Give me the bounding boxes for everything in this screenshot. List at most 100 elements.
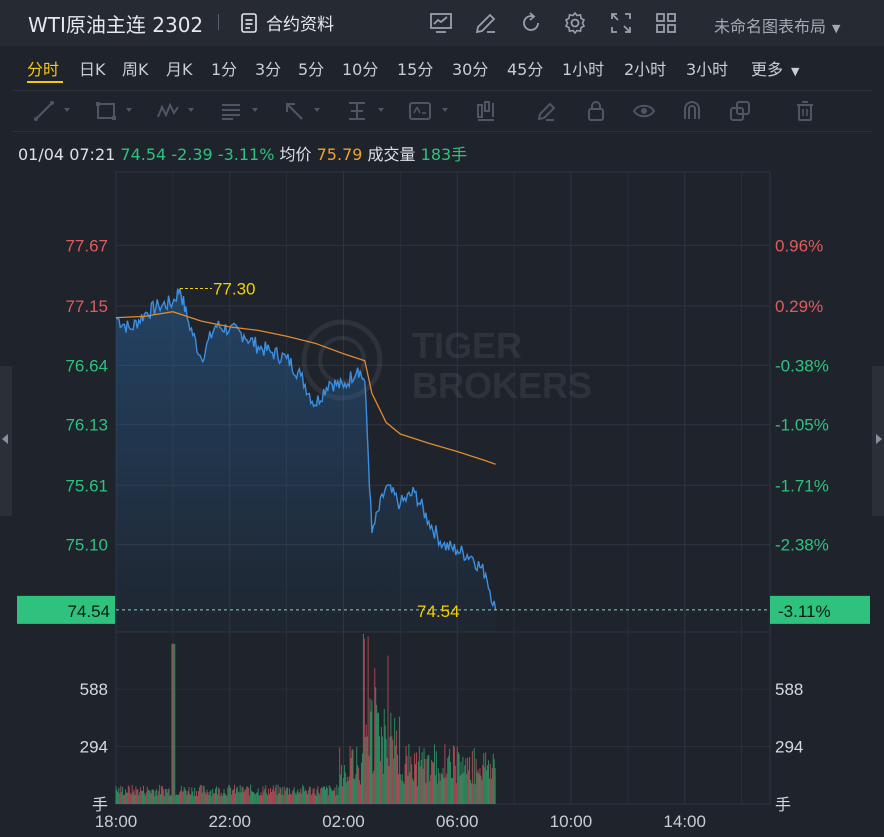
gear-icon[interactable] — [562, 10, 588, 36]
chevron-down-icon[interactable] — [188, 108, 194, 112]
tab-day-k[interactable]: 日K — [79, 60, 106, 79]
contract-title[interactable]: WTI原油主连 2302 — [28, 13, 204, 37]
wave-icon[interactable] — [156, 99, 180, 123]
chevron-down-icon[interactable] — [442, 108, 448, 112]
right-panel-toggle[interactable] — [872, 366, 884, 516]
title-bar: WTI原油主连 2302 合约资料 — [0, 0, 884, 46]
text-label-icon[interactable] — [408, 99, 432, 123]
price-area — [116, 288, 496, 632]
tab-1min[interactable]: 1分 — [211, 60, 238, 79]
avg-price-label: 均价 — [279, 145, 312, 164]
pencil-icon[interactable] — [473, 10, 499, 36]
x-tick-label: 14:00 — [663, 812, 706, 831]
x-tick-label: 22:00 — [208, 812, 251, 831]
current-pct-box — [770, 595, 870, 624]
tab-timeshare[interactable]: 分时 — [27, 60, 60, 79]
chevron-down-icon[interactable] — [126, 108, 132, 112]
watermark: TIGER BROKERS — [301, 319, 592, 406]
watermark-line1: TIGER — [412, 325, 522, 366]
tab-10min[interactable]: 10分 — [342, 60, 379, 79]
brush-icon[interactable] — [534, 99, 558, 123]
volume-unit-label: 手 — [775, 796, 791, 814]
price-line — [115, 288, 497, 611]
eye-icon[interactable] — [632, 99, 656, 123]
tab-2hour[interactable]: 2小时 — [624, 60, 667, 79]
copy-icon[interactable] — [728, 99, 752, 123]
tab-more[interactable]: 更多 ▼ — [751, 56, 799, 80]
chevron-left-icon — [2, 434, 8, 444]
chevron-down-icon: ▼ — [832, 22, 841, 35]
current-price-box — [17, 595, 115, 624]
measure-icon[interactable] — [345, 99, 369, 123]
arrow-icon[interactable] — [282, 99, 306, 123]
price-layer: 77.30 74.54 -3.11% 74.54 — [17, 279, 870, 632]
quote-info-line: 01/04 07:21 74.54 -2.39 -3.11% 均价 75.79 … — [18, 141, 467, 165]
y-pct-tick-label: -1.71% — [775, 476, 829, 495]
volume-bars — [115, 633, 496, 804]
volume-tick-label: 294 — [775, 738, 803, 757]
title-divider — [218, 14, 219, 30]
contract-info-button[interactable]: 合约资料 — [240, 10, 334, 35]
volume-tick-label: 588 — [80, 680, 108, 699]
trash-icon[interactable] — [793, 99, 817, 123]
quote-change-pct: -3.11% — [217, 145, 275, 164]
layout-name: 未命名图表布局 — [714, 17, 827, 36]
lock-icon[interactable] — [584, 99, 608, 123]
grid-icon[interactable] — [653, 10, 679, 36]
left-panel-toggle[interactable] — [0, 366, 12, 516]
y-pct-tick-label: 0.96% — [775, 236, 823, 255]
tab-1hour[interactable]: 1小时 — [562, 60, 605, 79]
volume-tick-label: 294 — [80, 738, 108, 757]
tab-5min[interactable]: 5分 — [298, 60, 325, 79]
y-tick-label: 76.64 — [65, 356, 108, 375]
period-tabs: 分时 日K 周K 月K 1分 3分 5分 10分 15分 30分 45分 1小时… — [0, 46, 884, 86]
current-price-label: 74.54 — [67, 602, 110, 621]
high-price-label: 77.30 — [213, 279, 256, 298]
tab-3min[interactable]: 3分 — [255, 60, 282, 79]
tab-3hour[interactable]: 3小时 — [686, 60, 729, 79]
chart-icon[interactable] — [428, 10, 454, 36]
avg-price-value: 75.79 — [316, 145, 363, 164]
y-tick-label: 75.10 — [65, 536, 108, 555]
tab-30min[interactable]: 30分 — [452, 60, 489, 79]
quote-price: 74.54 — [120, 145, 167, 164]
fullscreen-icon[interactable] — [608, 10, 634, 36]
chevron-down-icon[interactable] — [252, 108, 258, 112]
watermark-line2: BROKERS — [412, 365, 592, 406]
trendline-icon[interactable] — [32, 99, 56, 123]
tab-week-k[interactable]: 周K — [122, 60, 149, 79]
fib-icon[interactable] — [219, 99, 243, 123]
bars-icon[interactable] — [474, 99, 498, 123]
layout-selector[interactable]: 未命名图表布局 ▼ — [714, 13, 840, 37]
chart-axes: 18:00 22:00 02:00 06:00 10:00 14:00 77.67 0.96%… — [65, 236, 828, 831]
contract-info-label: 合约资料 — [266, 15, 334, 35]
refresh-icon[interactable] — [518, 10, 544, 36]
y-tick-label: 75.61 — [65, 476, 108, 495]
current-pct-label: -3.11% — [778, 602, 831, 621]
drawing-toolbar — [12, 90, 872, 132]
y-pct-tick-label: -2.38% — [775, 536, 829, 555]
tab-more-label: 更多 — [751, 60, 784, 79]
tab-month-k[interactable]: 月K — [166, 60, 193, 79]
tab-15min[interactable]: 15分 — [397, 60, 434, 79]
volume-value: 183手 — [420, 145, 468, 164]
quote-change: -2.39 — [171, 145, 213, 164]
rectangle-icon[interactable] — [94, 99, 118, 123]
x-tick-label: 10:00 — [550, 812, 593, 831]
tab-45min[interactable]: 45分 — [507, 60, 544, 79]
y-tick-label: 77.15 — [65, 297, 108, 316]
document-icon — [241, 12, 257, 33]
chevron-right-icon — [876, 434, 882, 444]
y-pct-tick-label: 0.29% — [775, 297, 823, 316]
volume-tick-label: 588 — [775, 680, 803, 699]
chevron-down-icon[interactable] — [314, 108, 320, 112]
magnet-icon[interactable] — [680, 99, 704, 123]
active-tab-indicator — [27, 81, 63, 83]
chevron-down-icon[interactable] — [64, 108, 70, 112]
y-pct-tick-label: -1.05% — [775, 416, 829, 435]
chevron-down-icon[interactable] — [378, 108, 384, 112]
y-tick-label: 76.13 — [65, 416, 108, 435]
y-pct-tick-label: -0.38% — [775, 356, 829, 375]
x-tick-label: 02:00 — [322, 812, 365, 831]
